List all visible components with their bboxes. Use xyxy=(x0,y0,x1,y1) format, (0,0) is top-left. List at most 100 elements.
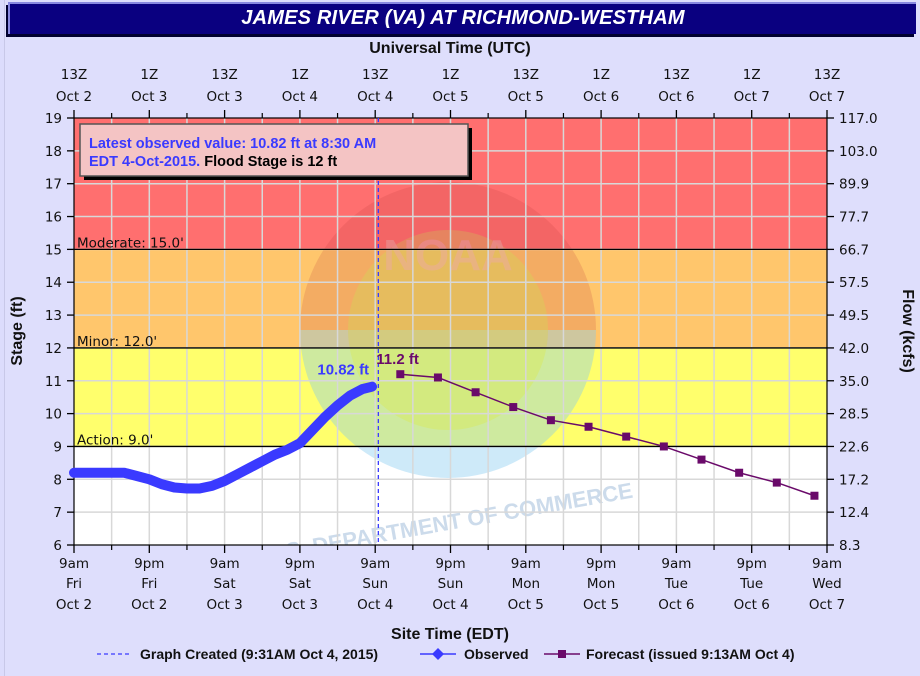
chart-title: JAMES RIVER (VA) AT RICHMOND-WESTHAM xyxy=(241,7,685,29)
svg-text:Sun: Sun xyxy=(362,576,388,592)
svg-text:Oct 2: Oct 2 xyxy=(131,597,167,613)
stage-tick-label: 7 xyxy=(53,505,62,521)
svg-text:Sat: Sat xyxy=(214,576,236,592)
flow-tick-label: 89.9 xyxy=(839,177,869,193)
stage-tick-label: 16 xyxy=(45,210,62,226)
stage-tick-label: 18 xyxy=(45,144,62,160)
site-time-tick: 9am xyxy=(812,556,842,572)
flood-stage-lines: Moderate: 15.0' Minor: 12.0' Action: 9.0' xyxy=(74,235,827,448)
svg-text:Wed: Wed xyxy=(812,576,841,592)
svg-text:Fri: Fri xyxy=(141,576,157,592)
flood-stage-label: Minor: 12.0' xyxy=(77,334,157,350)
svg-text:Oct 4: Oct 4 xyxy=(357,597,393,613)
flow-tick-label: 28.5 xyxy=(839,407,869,423)
legend-observed: Observed xyxy=(464,646,529,662)
flow-tick-label: 8.3 xyxy=(839,538,860,554)
utc-tick: 13Z xyxy=(61,67,87,83)
grid-lines xyxy=(74,118,827,545)
forecast-point xyxy=(772,478,781,487)
site-time-tick: 9am xyxy=(210,556,240,572)
flow-tick-label: 42.0 xyxy=(839,341,869,357)
flow-tick-label: 22.6 xyxy=(839,439,869,455)
flow-tick-label: 17.2 xyxy=(839,472,869,488)
flow-tick-label: 66.7 xyxy=(839,242,869,258)
site-time-tick: 9pm xyxy=(435,556,465,572)
svg-text:Sun: Sun xyxy=(438,576,464,592)
data-series: 10.82 ft 11.2 ft xyxy=(69,118,819,545)
flood-stage-text: EDT 4-Oct-2015. Flood Stage is 12 ft xyxy=(89,154,337,170)
flow-tick-label: 77.7 xyxy=(839,210,869,226)
svg-text:Mon: Mon xyxy=(587,576,615,592)
svg-text:Oct 7: Oct 7 xyxy=(734,89,770,105)
site-time-tick: 9pm xyxy=(134,556,164,572)
svg-text:Oct 2: Oct 2 xyxy=(56,89,92,105)
svg-text:Oct 7: Oct 7 xyxy=(809,89,845,105)
svg-text:Mon: Mon xyxy=(512,576,540,592)
bottom-axis-title: Site Time (EDT) xyxy=(391,626,509,643)
observed-line xyxy=(69,381,378,494)
site-time-tick: 9am xyxy=(360,556,390,572)
svg-text:Oct 6: Oct 6 xyxy=(734,597,770,613)
observed-last-label: 10.82 ft xyxy=(317,362,369,379)
flow-tick-label: 57.5 xyxy=(839,275,869,291)
utc-tick: 13Z xyxy=(513,67,539,83)
site-time-tick: 9am xyxy=(511,556,541,572)
flood-stage-label: Action: 9.0' xyxy=(77,432,153,448)
forecast-point xyxy=(546,416,555,425)
legend-forecast: Forecast (issued 9:13AM Oct 4) xyxy=(586,646,795,662)
utc-tick: 13Z xyxy=(814,67,840,83)
legend-observed-swatch xyxy=(432,648,444,660)
noaa-bird-shape xyxy=(300,182,596,330)
flood-stage-label: Moderate: 15.0' xyxy=(77,235,184,251)
svg-text:Oct 3: Oct 3 xyxy=(206,597,242,613)
forecast-line xyxy=(400,373,815,497)
stage-tick-label: 19 xyxy=(45,111,62,127)
right-axis-title: Flow (kcfs) xyxy=(899,289,916,373)
site-time-tick: 9pm xyxy=(285,556,315,572)
flow-tick-label: 117.0 xyxy=(839,111,878,127)
svg-text:Oct 4: Oct 4 xyxy=(432,597,468,613)
svg-text:Oct 7: Oct 7 xyxy=(809,597,845,613)
svg-text:Oct 4: Oct 4 xyxy=(357,89,393,105)
forecast-point xyxy=(697,455,706,464)
axes: 19 18 17 16 15 14 13 12 11 10 9 8 7 6 117.0 103.0 89.9 77… xyxy=(9,40,916,643)
stage-tick-label: 13 xyxy=(45,308,62,324)
top-axis-title: Universal Time (UTC) xyxy=(369,40,531,57)
forecast-point xyxy=(471,388,480,397)
latest-observed-info-box: Latest observed value: 10.82 ft at 8:30 … xyxy=(79,123,472,180)
svg-text:Tue: Tue xyxy=(664,576,688,592)
forecast-point xyxy=(509,403,518,412)
utc-tick: 13Z xyxy=(663,67,689,83)
forecast-point xyxy=(735,468,744,477)
stage-tick-label: 17 xyxy=(45,177,62,193)
utc-tick: 1Z xyxy=(140,67,158,83)
flow-tick-label: 49.5 xyxy=(839,308,869,324)
svg-text:Oct 5: Oct 5 xyxy=(583,597,619,613)
svg-text:Oct 5: Oct 5 xyxy=(432,89,468,105)
stage-tick-label: 15 xyxy=(45,242,62,258)
svg-text:Oct 3: Oct 3 xyxy=(282,597,318,613)
latest-observed-text: Latest observed value: 10.82 ft at 8:30 … xyxy=(89,136,376,152)
svg-text:Oct 6: Oct 6 xyxy=(658,597,694,613)
stage-tick-label: 8 xyxy=(53,472,62,488)
stage-tick-label: 10 xyxy=(45,407,62,423)
forecast-crest-label: 11.2 ft xyxy=(376,351,419,368)
utc-tick: 1Z xyxy=(743,67,761,83)
forecast-point xyxy=(659,442,668,451)
legend-forecast-swatch xyxy=(558,650,566,658)
site-time-tick: 9pm xyxy=(737,556,767,572)
utc-tick: 1Z xyxy=(592,67,610,83)
flow-tick-label: 103.0 xyxy=(839,144,878,160)
forecast-point xyxy=(622,432,631,441)
forecast-point xyxy=(810,491,819,500)
title-bar: JAMES RIVER (VA) AT RICHMOND-WESTHAM xyxy=(8,2,916,34)
noaa-water-shape xyxy=(300,330,596,478)
stage-tick-label: 12 xyxy=(45,341,62,357)
legend: Graph Created (9:31AM Oct 4, 2015) Observ… xyxy=(97,646,795,662)
svg-text:Oct 6: Oct 6 xyxy=(658,89,694,105)
svg-text:Sat: Sat xyxy=(289,576,311,592)
forecast-point xyxy=(433,373,442,382)
site-time-tick: 9am xyxy=(59,556,89,572)
svg-text:Tue: Tue xyxy=(739,576,763,592)
